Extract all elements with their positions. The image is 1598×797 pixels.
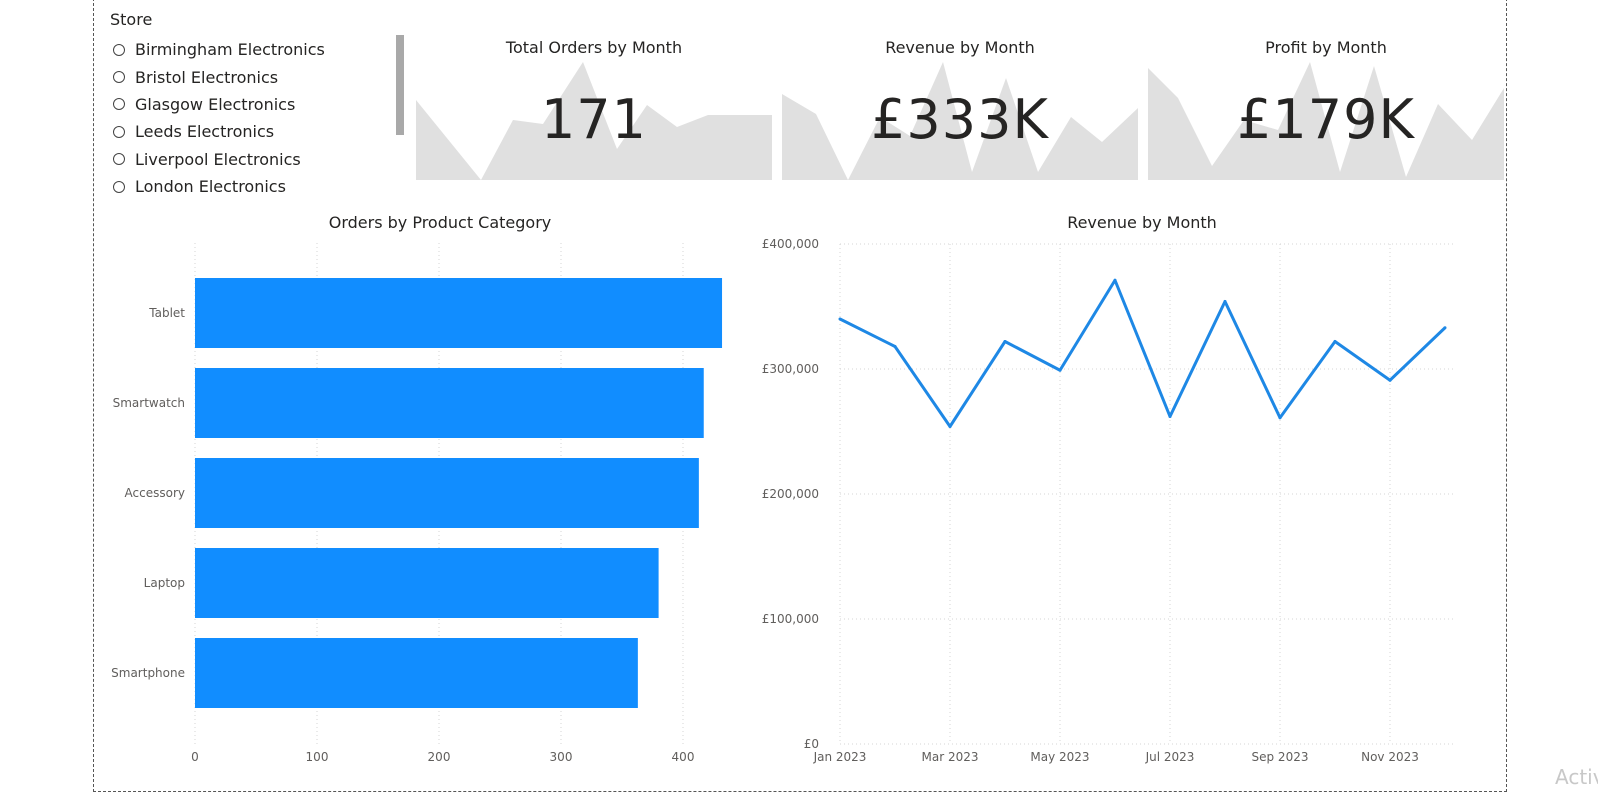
line-chart-title: Revenue by Month bbox=[1067, 213, 1217, 232]
slicer-item-label: Glasgow Electronics bbox=[135, 94, 296, 114]
x-tick-label: Sep 2023 bbox=[1252, 750, 1309, 764]
x-tick-label: May 2023 bbox=[1030, 750, 1089, 764]
orders-by-category-chart: 0 100 200 300 400 Tablet Smartwatch Accessory La… bbox=[111, 243, 723, 764]
slicer-item-label: Birmingham Electronics bbox=[135, 40, 325, 60]
x-tick-label: Jan 2023 bbox=[813, 750, 867, 764]
radio-icon[interactable] bbox=[113, 43, 125, 56]
slicer-item-london[interactable]: London Electronics bbox=[113, 173, 383, 200]
data-point bbox=[1278, 416, 1282, 420]
radio-icon[interactable] bbox=[113, 125, 125, 138]
bar bbox=[195, 368, 704, 438]
y-tick-label: £400,000 bbox=[762, 237, 819, 251]
slicer-item-leeds[interactable]: Leeds Electronics bbox=[113, 118, 383, 145]
radio-icon[interactable] bbox=[113, 71, 125, 84]
radio-icon[interactable] bbox=[113, 180, 125, 193]
slicer-item-bristol[interactable]: Bristol Electronics bbox=[113, 63, 383, 90]
x-tick-label: 300 bbox=[550, 750, 573, 764]
sparkline-area bbox=[782, 62, 1138, 180]
card-value: £333K bbox=[871, 88, 1049, 151]
card-title: Total Orders by Month bbox=[505, 38, 683, 57]
store-slicer: Birmingham Electronics Bristol Electroni… bbox=[113, 36, 383, 200]
category-label: Smartphone bbox=[111, 666, 185, 680]
x-tick-label: 0 bbox=[191, 750, 199, 764]
data-point bbox=[948, 425, 952, 428]
data-point bbox=[1223, 300, 1227, 303]
bar bbox=[195, 458, 699, 528]
sparkline-area bbox=[1148, 62, 1504, 180]
slicer-item-label: Leeds Electronics bbox=[135, 122, 275, 142]
bar bbox=[195, 278, 723, 348]
data-point bbox=[1333, 340, 1337, 343]
category-label: Smartwatch bbox=[113, 396, 185, 410]
bar bbox=[195, 638, 638, 708]
data-point bbox=[1113, 278, 1117, 282]
data-point bbox=[893, 345, 897, 348]
y-tick-label: £100,000 bbox=[762, 612, 819, 626]
card-title: Revenue by Month bbox=[885, 38, 1035, 57]
slicer-item-label: Bristol Electronics bbox=[135, 67, 279, 87]
category-label: Accessory bbox=[125, 486, 185, 500]
x-tick-label: 200 bbox=[428, 750, 451, 764]
revenue-by-month-chart: £0 £100,000 £200,000 £300,000 £400,000 Jan 20… bbox=[762, 237, 1455, 764]
data-point bbox=[1003, 340, 1007, 343]
radio-icon[interactable] bbox=[113, 98, 125, 111]
data-point bbox=[1168, 415, 1172, 418]
x-tick-label: Jul 2023 bbox=[1145, 750, 1195, 764]
y-tick-label: £200,000 bbox=[762, 487, 819, 501]
slicer-title: Store bbox=[110, 10, 153, 29]
y-tick-label: £0 bbox=[804, 737, 819, 751]
slicer-item-label: London Electronics bbox=[135, 177, 286, 197]
x-tick-label: Nov 2023 bbox=[1361, 750, 1419, 764]
data-point bbox=[1388, 378, 1392, 382]
radio-icon[interactable] bbox=[113, 153, 125, 166]
bar bbox=[195, 548, 659, 618]
sparkline-area bbox=[416, 62, 772, 180]
y-tick-label: £300,000 bbox=[762, 362, 819, 376]
slicer-item-liverpool[interactable]: Liverpool Electronics bbox=[113, 146, 383, 173]
x-tick-label: 400 bbox=[672, 750, 695, 764]
card-profit[interactable]: Profit by Month £179K bbox=[1148, 32, 1504, 182]
x-tick-label: Mar 2023 bbox=[922, 750, 979, 764]
data-point bbox=[838, 317, 842, 321]
x-tick-label: 100 bbox=[306, 750, 329, 764]
slicer-item-label: Liverpool Electronics bbox=[135, 149, 301, 169]
activation-watermark: Activ bbox=[1555, 765, 1598, 789]
card-value: 171 bbox=[540, 88, 648, 151]
slicer-item-birmingham[interactable]: Birmingham Electronics bbox=[113, 36, 383, 63]
card-value: £179K bbox=[1237, 88, 1415, 151]
category-label: Tablet bbox=[148, 306, 185, 320]
data-point bbox=[1058, 368, 1062, 372]
card-total-orders[interactable]: Total Orders by Month 171 bbox=[416, 32, 772, 182]
card-title: Profit by Month bbox=[1265, 38, 1387, 57]
data-point bbox=[1443, 326, 1447, 330]
slicer-item-glasgow[interactable]: Glasgow Electronics bbox=[113, 91, 383, 118]
card-revenue[interactable]: Revenue by Month £333K bbox=[782, 32, 1138, 182]
revenue-line bbox=[839, 278, 1447, 428]
bar-chart-title: Orders by Product Category bbox=[328, 213, 552, 232]
category-label: Laptop bbox=[144, 576, 185, 590]
report-canvas bbox=[93, 0, 1507, 792]
slicer-scrollbar[interactable] bbox=[396, 35, 404, 135]
